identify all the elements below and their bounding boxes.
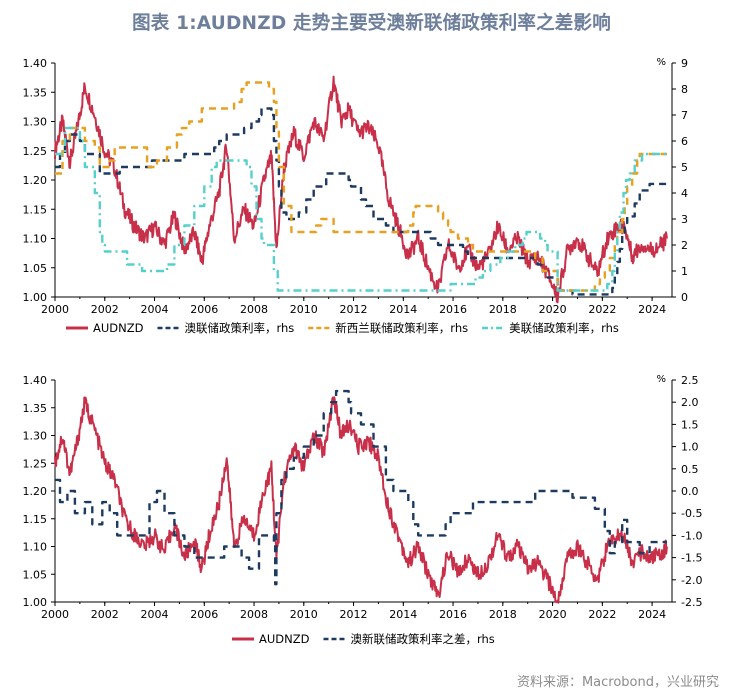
left-tick-label: 1.30 xyxy=(23,430,48,443)
x-tick-label: 2004 xyxy=(141,303,169,316)
x-tick-label: 2008 xyxy=(240,303,268,316)
right-tick-label: 6 xyxy=(681,135,688,148)
right-tick-label: 0.5 xyxy=(681,463,699,476)
right-tick-label: -1.0 xyxy=(681,529,702,542)
x-tick-label: 2022 xyxy=(588,303,616,316)
right-unit-label: % xyxy=(656,57,666,68)
right-tick-label: -2.5 xyxy=(681,596,702,609)
right-tick-label: 0.0 xyxy=(681,485,699,498)
left-tick-label: 1.20 xyxy=(23,485,48,498)
left-tick-label: 1.20 xyxy=(23,174,48,187)
left-tick-label: 1.10 xyxy=(23,541,48,554)
x-tick-label: 2000 xyxy=(41,608,69,621)
x-tick-label: 2022 xyxy=(588,608,616,621)
x-tick-label: 2010 xyxy=(290,608,318,621)
right-tick-label: 3 xyxy=(681,213,688,226)
left-tick-label: 1.00 xyxy=(23,596,48,609)
left-tick-label: 1.40 xyxy=(23,374,48,387)
series-line-0 xyxy=(54,396,668,604)
right-tick-label: -0.5 xyxy=(681,507,702,520)
right-tick-label: 8 xyxy=(681,83,688,96)
series-line-2 xyxy=(55,81,667,292)
x-tick-label: 2002 xyxy=(91,608,119,621)
chart-title: 图表 1:AUDNZD 走势主要受澳新联储政策利率之差影响 xyxy=(132,13,611,34)
right-tick-label: 2.5 xyxy=(681,374,699,387)
x-tick-label: 2020 xyxy=(539,303,567,316)
legend-label-0: AUDNZD xyxy=(259,632,310,646)
x-tick-label: 2014 xyxy=(389,303,417,316)
legend-label-2: 新西兰联储政策利率，rhs xyxy=(335,321,468,335)
right-tick-label: 1 xyxy=(681,265,688,278)
x-tick-label: 2018 xyxy=(489,303,517,316)
x-tick-label: 2020 xyxy=(539,608,567,621)
series-line-1 xyxy=(55,389,667,586)
left-tick-label: 1.35 xyxy=(23,402,48,415)
x-tick-label: 2012 xyxy=(340,303,368,316)
right-tick-label: 7 xyxy=(681,109,688,122)
top-chart: 1.00 1.05 1.10 1.15 1.20 1.25 1.30 1.35 1.40 0 1 2 3… xyxy=(23,57,689,335)
series-line-1 xyxy=(55,107,667,296)
left-tick-label: 1.10 xyxy=(23,233,48,246)
legend-label-1: 澳新联储政策利率之差，rhs xyxy=(350,632,494,646)
left-tick-label: 1.15 xyxy=(23,203,48,216)
x-tick-label: 2018 xyxy=(489,608,517,621)
right-unit-label: % xyxy=(656,374,666,385)
x-tick-label: 2008 xyxy=(240,608,268,621)
x-tick-label: 2024 xyxy=(638,303,666,316)
left-tick-label: 1.00 xyxy=(23,291,48,304)
right-tick-label: -2.0 xyxy=(681,574,702,587)
right-tick-label: 9 xyxy=(681,57,688,70)
right-tick-label: 2.0 xyxy=(681,396,699,409)
right-tick-label: 1.0 xyxy=(681,441,699,454)
x-tick-label: 2004 xyxy=(141,608,169,621)
right-tick-label: 1.5 xyxy=(681,418,699,431)
x-tick-label: 2016 xyxy=(439,303,467,316)
x-tick-label: 2006 xyxy=(190,608,218,621)
x-tick-label: 2014 xyxy=(389,608,417,621)
bottom-chart: 1.00 1.05 1.10 1.15 1.20 1.25 1.30 1.35 1.40 2.5 2… xyxy=(23,374,703,646)
series-line-3 xyxy=(55,126,667,292)
right-tick-label: 4 xyxy=(681,187,688,200)
x-tick-label: 2016 xyxy=(439,608,467,621)
left-tick-label: 1.05 xyxy=(23,568,48,581)
source-note: 资料来源：Macrobond，兴业研究 xyxy=(516,675,719,690)
x-tick-label: 2010 xyxy=(290,303,318,316)
x-tick-label: 2000 xyxy=(41,303,69,316)
left-tick-label: 1.35 xyxy=(23,86,48,99)
right-tick-label: -1.5 xyxy=(681,552,702,565)
legend-label-3: 美联储政策利率，rhs xyxy=(509,321,619,335)
x-tick-label: 2024 xyxy=(638,608,666,621)
left-tick-label: 1.25 xyxy=(23,457,48,470)
x-tick-label: 2006 xyxy=(190,303,218,316)
legend-label-1: 澳联储政策利率，rhs xyxy=(184,321,294,335)
right-tick-label: 0 xyxy=(681,291,688,304)
left-tick-label: 1.40 xyxy=(23,57,48,70)
left-tick-label: 1.25 xyxy=(23,145,48,158)
right-tick-label: 5 xyxy=(681,161,688,174)
x-tick-label: 2002 xyxy=(91,303,119,316)
left-tick-label: 1.30 xyxy=(23,116,48,129)
right-tick-label: 2 xyxy=(681,239,688,252)
left-tick-label: 1.05 xyxy=(23,262,48,275)
legend-label-0: AUDNZD xyxy=(93,321,144,335)
series-line-0 xyxy=(54,75,668,304)
x-tick-label: 2012 xyxy=(340,608,368,621)
left-tick-label: 1.15 xyxy=(23,513,48,526)
